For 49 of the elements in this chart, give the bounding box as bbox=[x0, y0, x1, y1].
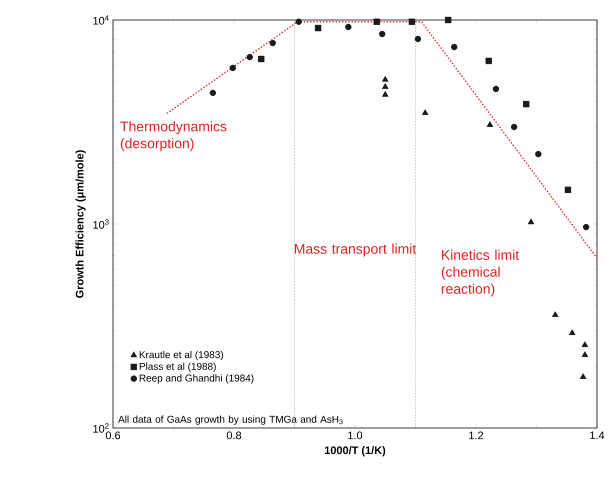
point bbox=[564, 186, 572, 194]
point bbox=[510, 124, 518, 130]
point bbox=[246, 54, 253, 60]
x-tick-label: 0.6 bbox=[106, 432, 120, 440]
point bbox=[414, 36, 422, 42]
point bbox=[582, 341, 588, 348]
point bbox=[382, 76, 389, 82]
point bbox=[270, 40, 276, 46]
point bbox=[379, 30, 386, 38]
x-tick-label: 1.0 bbox=[348, 432, 362, 440]
point bbox=[258, 56, 264, 62]
y-tick-label: 10$^{2}$ bbox=[93, 423, 109, 433]
annotation: Thermodynamics (desorption) bbox=[120, 121, 226, 152]
legend-label: Reep and Ghandhi (1984) bbox=[140, 374, 254, 384]
annotation: Kinetics limit (chemical reaction) bbox=[442, 250, 520, 297]
point bbox=[422, 109, 428, 116]
legend-label: Krautle et al (1983) bbox=[140, 350, 224, 360]
x-tick-label: 0.8 bbox=[226, 432, 242, 440]
point bbox=[374, 18, 380, 25]
y-tick-label: 10$^{4}$ bbox=[93, 15, 109, 25]
point bbox=[486, 121, 494, 127]
point bbox=[492, 86, 500, 92]
point bbox=[486, 58, 492, 64]
point bbox=[210, 90, 216, 96]
annotation: All data of GaAs growth by using TMGa and AsH$_{3}$ bbox=[118, 415, 343, 425]
y-tick-label: 10$^{3}$ bbox=[93, 219, 109, 229]
x-tick-label: 1.4 bbox=[590, 432, 604, 440]
annotation: Mass transport limit bbox=[294, 244, 416, 257]
point bbox=[382, 83, 389, 89]
point bbox=[523, 100, 530, 108]
point bbox=[528, 218, 534, 224]
point bbox=[230, 64, 236, 72]
point bbox=[444, 16, 452, 24]
point bbox=[451, 44, 458, 50]
point bbox=[314, 24, 322, 32]
point bbox=[568, 329, 576, 336]
y-axis-title: Growth Efficiency (μm/mole) bbox=[75, 150, 86, 298]
point bbox=[582, 224, 590, 230]
point bbox=[582, 351, 588, 357]
point bbox=[552, 311, 559, 317]
point bbox=[296, 18, 302, 25]
point bbox=[408, 18, 416, 25]
point bbox=[535, 150, 542, 158]
legend-label: Plass et al (1988) bbox=[140, 362, 216, 372]
x-axis-title: 1000/T (1/K) bbox=[324, 446, 386, 456]
point bbox=[345, 24, 352, 30]
point bbox=[382, 90, 389, 97]
x-tick-label: 1.2 bbox=[469, 432, 484, 440]
point bbox=[580, 373, 586, 379]
